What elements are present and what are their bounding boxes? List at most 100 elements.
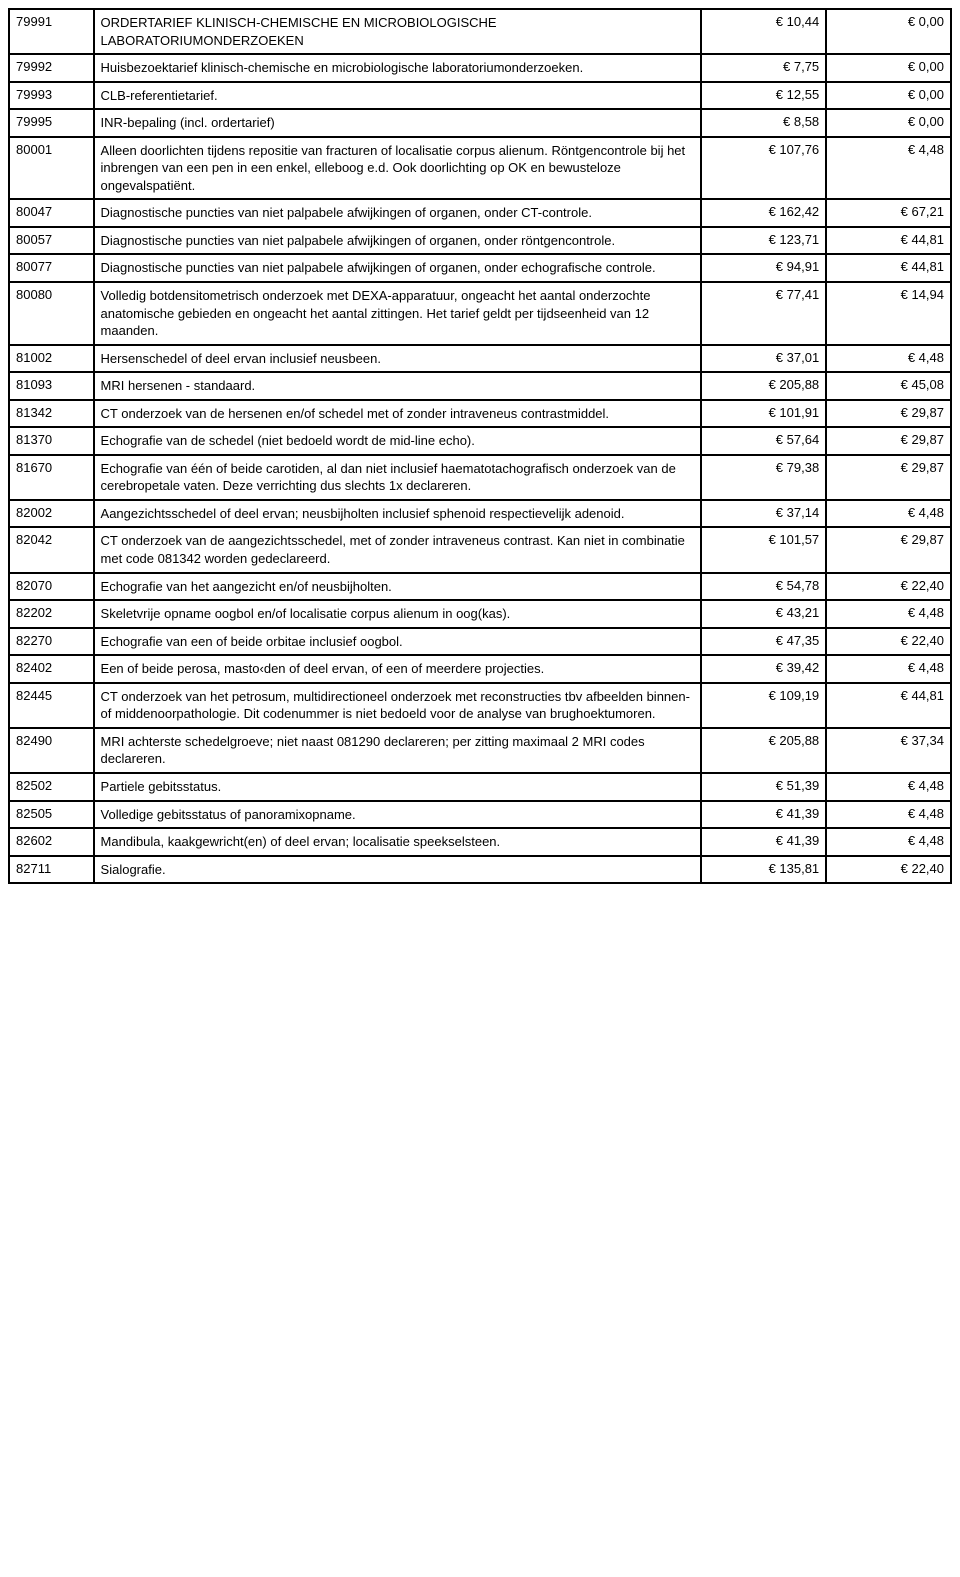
code-cell: 80057: [9, 227, 94, 255]
price-2-cell: € 4,48: [826, 828, 951, 856]
code-cell: 79992: [9, 54, 94, 82]
price-2-cell: € 4,48: [826, 500, 951, 528]
code-cell: 82002: [9, 500, 94, 528]
description-cell: Echografie van de schedel (niet bedoeld …: [94, 427, 702, 455]
code-cell: 81370: [9, 427, 94, 455]
tariff-table: 79991ORDERTARIEF KLINISCH-CHEMISCHE EN M…: [8, 8, 952, 884]
code-cell: 80001: [9, 137, 94, 200]
price-2-cell: € 22,40: [826, 573, 951, 601]
price-1-cell: € 54,78: [701, 573, 826, 601]
price-2-cell: € 29,87: [826, 427, 951, 455]
table-row: 82270Echografie van een of beide orbitae…: [9, 628, 951, 656]
code-cell: 80047: [9, 199, 94, 227]
price-1-cell: € 77,41: [701, 282, 826, 345]
table-row: 82711Sialografie.€ 135,81€ 22,40: [9, 856, 951, 884]
table-row: 82042CT onderzoek van de aangezichtssche…: [9, 527, 951, 572]
code-cell: 79993: [9, 82, 94, 110]
code-cell: 82505: [9, 801, 94, 829]
price-2-cell: € 4,48: [826, 655, 951, 683]
description-cell: ORDERTARIEF KLINISCH-CHEMISCHE EN MICROB…: [94, 9, 702, 54]
price-2-cell: € 37,34: [826, 728, 951, 773]
price-1-cell: € 37,01: [701, 345, 826, 373]
table-row: 82002Aangezichtsschedel of deel ervan; n…: [9, 500, 951, 528]
price-2-cell: € 44,81: [826, 227, 951, 255]
table-row: 82202Skeletvrije opname oogbol en/of loc…: [9, 600, 951, 628]
table-row: 82602Mandibula, kaakgewricht(en) of deel…: [9, 828, 951, 856]
code-cell: 82711: [9, 856, 94, 884]
price-1-cell: € 107,76: [701, 137, 826, 200]
price-2-cell: € 22,40: [826, 628, 951, 656]
price-1-cell: € 51,39: [701, 773, 826, 801]
price-2-cell: € 29,87: [826, 400, 951, 428]
table-row: 82445CT onderzoek van het petrosum, mult…: [9, 683, 951, 728]
price-2-cell: € 4,48: [826, 773, 951, 801]
table-row: 82502Partiele gebitsstatus.€ 51,39€ 4,48: [9, 773, 951, 801]
price-1-cell: € 12,55: [701, 82, 826, 110]
code-cell: 81093: [9, 372, 94, 400]
code-cell: 81342: [9, 400, 94, 428]
price-1-cell: € 123,71: [701, 227, 826, 255]
price-1-cell: € 43,21: [701, 600, 826, 628]
price-1-cell: € 47,35: [701, 628, 826, 656]
description-cell: Alleen doorlichten tijdens repositie van…: [94, 137, 702, 200]
price-2-cell: € 22,40: [826, 856, 951, 884]
code-cell: 82270: [9, 628, 94, 656]
description-cell: INR-bepaling (incl. ordertarief): [94, 109, 702, 137]
table-row: 82490MRI achterste schedelgroeve; niet n…: [9, 728, 951, 773]
table-row: 81670Echografie van één of beide carotid…: [9, 455, 951, 500]
description-cell: CLB-referentietarief.: [94, 82, 702, 110]
price-1-cell: € 10,44: [701, 9, 826, 54]
code-cell: 79991: [9, 9, 94, 54]
description-cell: Volledige gebitsstatus of panoramixopnam…: [94, 801, 702, 829]
description-cell: Hersenschedel of deel ervan inclusief ne…: [94, 345, 702, 373]
price-2-cell: € 0,00: [826, 9, 951, 54]
description-cell: Diagnostische puncties van niet palpabel…: [94, 254, 702, 282]
price-1-cell: € 41,39: [701, 801, 826, 829]
table-row: 79992Huisbezoektarief klinisch-chemische…: [9, 54, 951, 82]
description-cell: Diagnostische puncties van niet palpabel…: [94, 199, 702, 227]
price-2-cell: € 44,81: [826, 683, 951, 728]
table-row: 82402Een of beide perosa, masto‹den of d…: [9, 655, 951, 683]
price-1-cell: € 39,42: [701, 655, 826, 683]
table-row: 80047Diagnostische puncties van niet pal…: [9, 199, 951, 227]
description-cell: Diagnostische puncties van niet palpabel…: [94, 227, 702, 255]
code-cell: 82445: [9, 683, 94, 728]
price-2-cell: € 4,48: [826, 345, 951, 373]
price-2-cell: € 67,21: [826, 199, 951, 227]
table-row: 81342CT onderzoek van de hersenen en/of …: [9, 400, 951, 428]
table-row: 80001Alleen doorlichten tijdens repositi…: [9, 137, 951, 200]
price-1-cell: € 162,42: [701, 199, 826, 227]
table-row: 80080Volledig botdensitometrisch onderzo…: [9, 282, 951, 345]
description-cell: MRI achterste schedelgroeve; niet naast …: [94, 728, 702, 773]
table-row: 82070Echografie van het aangezicht en/of…: [9, 573, 951, 601]
description-cell: Partiele gebitsstatus.: [94, 773, 702, 801]
code-cell: 82602: [9, 828, 94, 856]
price-2-cell: € 29,87: [826, 455, 951, 500]
price-1-cell: € 135,81: [701, 856, 826, 884]
description-cell: Volledig botdensitometrisch onderzoek me…: [94, 282, 702, 345]
description-cell: MRI hersenen - standaard.: [94, 372, 702, 400]
description-cell: Een of beide perosa, masto‹den of deel e…: [94, 655, 702, 683]
table-row: 81093MRI hersenen - standaard.€ 205,88€ …: [9, 372, 951, 400]
price-2-cell: € 14,94: [826, 282, 951, 345]
code-cell: 80077: [9, 254, 94, 282]
table-row: 81002Hersenschedel of deel ervan inclusi…: [9, 345, 951, 373]
description-cell: Echografie van het aangezicht en/of neus…: [94, 573, 702, 601]
price-2-cell: € 44,81: [826, 254, 951, 282]
price-1-cell: € 41,39: [701, 828, 826, 856]
code-cell: 81002: [9, 345, 94, 373]
price-2-cell: € 45,08: [826, 372, 951, 400]
code-cell: 82202: [9, 600, 94, 628]
price-2-cell: € 0,00: [826, 82, 951, 110]
price-2-cell: € 0,00: [826, 109, 951, 137]
price-2-cell: € 4,48: [826, 137, 951, 200]
table-row: 81370Echografie van de schedel (niet bed…: [9, 427, 951, 455]
price-1-cell: € 57,64: [701, 427, 826, 455]
code-cell: 80080: [9, 282, 94, 345]
price-1-cell: € 37,14: [701, 500, 826, 528]
price-1-cell: € 79,38: [701, 455, 826, 500]
price-1-cell: € 94,91: [701, 254, 826, 282]
code-cell: 82502: [9, 773, 94, 801]
description-cell: Skeletvrije opname oogbol en/of localisa…: [94, 600, 702, 628]
code-cell: 82070: [9, 573, 94, 601]
